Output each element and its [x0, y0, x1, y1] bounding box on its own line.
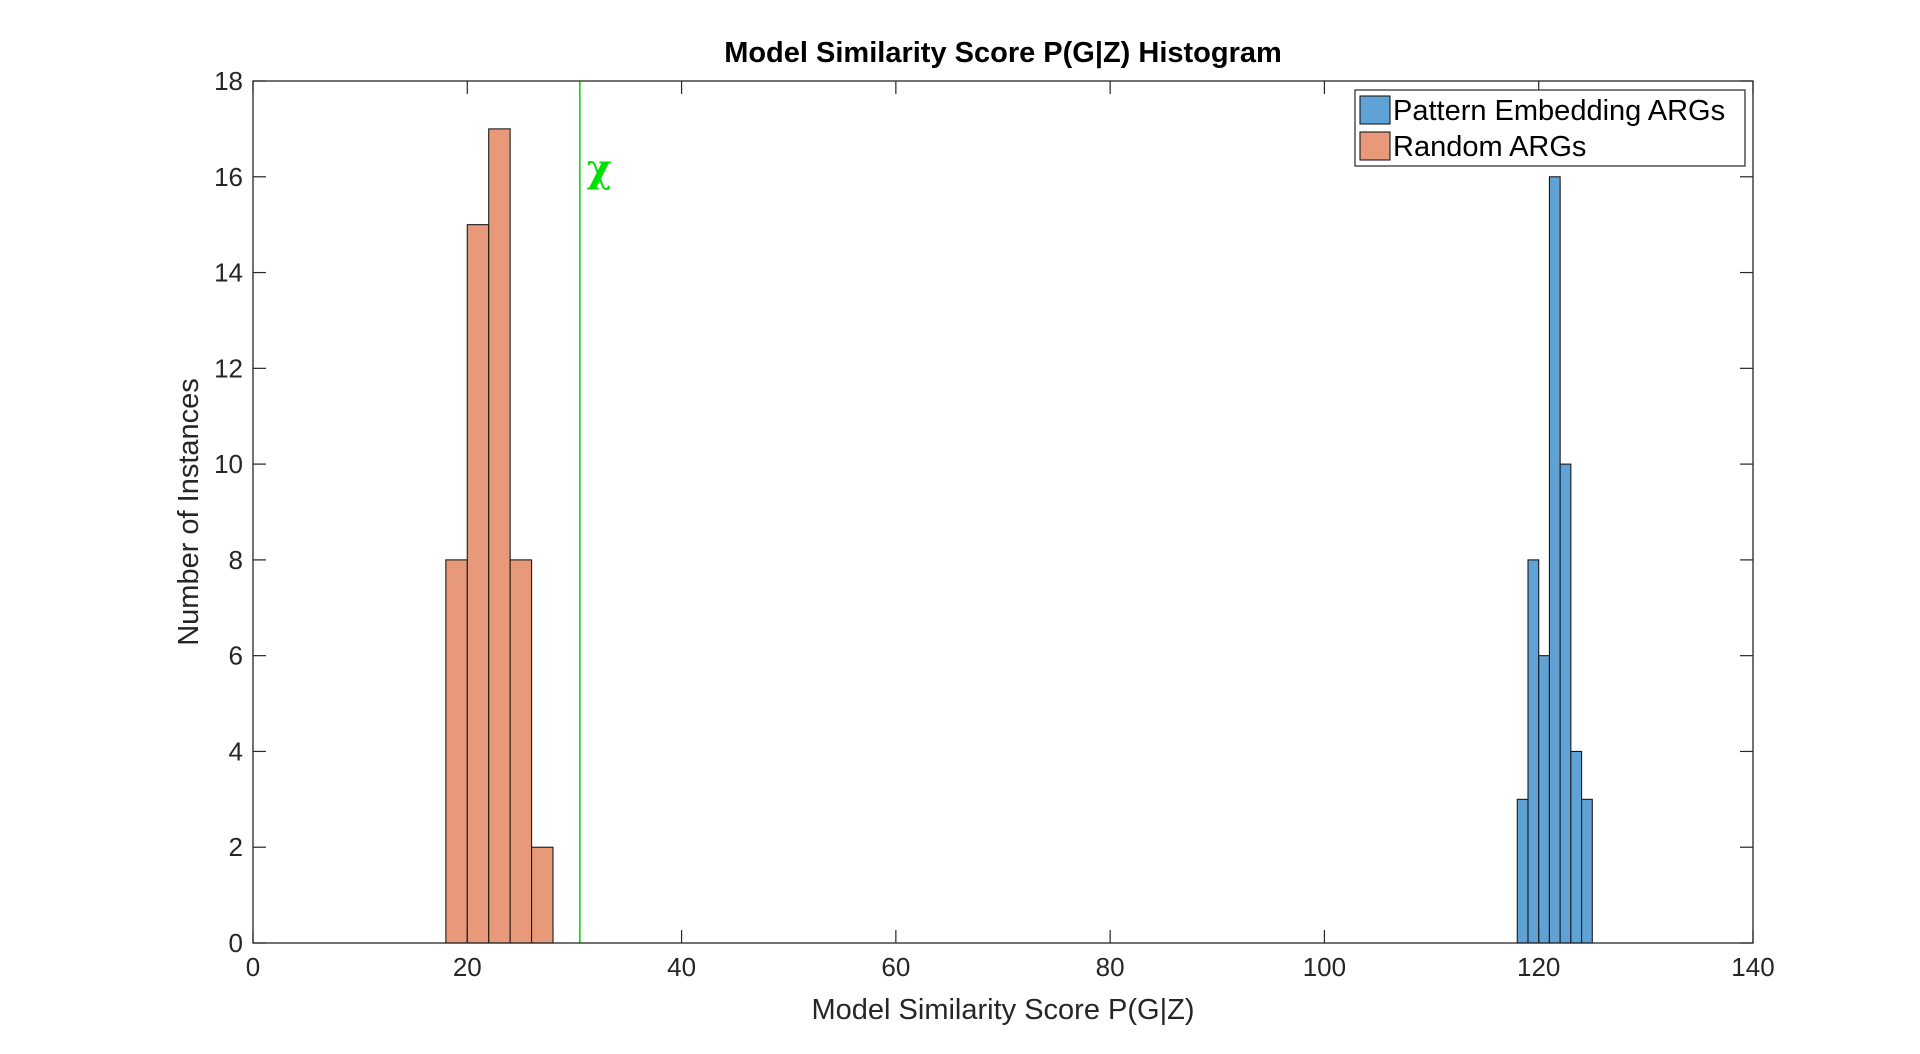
bar-pattern-1	[1527, 559, 1540, 944]
x-tick-label: 0	[246, 952, 260, 982]
bar-pattern-3	[1548, 176, 1561, 944]
y-tick-label: 0	[229, 928, 243, 958]
bar-random-0	[445, 559, 468, 944]
y-tick-label: 18	[214, 66, 243, 96]
legend-swatch-random	[1359, 131, 1391, 161]
bar-random-4	[531, 846, 554, 944]
y-tick-label: 16	[214, 162, 243, 192]
x-tick-label: 20	[453, 952, 482, 982]
bars-layer	[445, 128, 1593, 944]
x-tick-label: 100	[1303, 952, 1346, 982]
legend-swatch-pattern	[1359, 95, 1391, 125]
y-tick-label: 12	[214, 353, 243, 383]
x-tick-label: 140	[1731, 952, 1774, 982]
bar-pattern-5	[1570, 750, 1583, 944]
legend-box	[1354, 89, 1746, 167]
y-tick-label: 6	[229, 641, 243, 671]
bar-pattern-2	[1538, 655, 1550, 944]
x-tick-label: 60	[881, 952, 910, 982]
x-tick-label: 80	[1096, 952, 1125, 982]
y-tick-label: 10	[214, 449, 243, 479]
bar-random-2	[488, 128, 511, 944]
x-axis-label: Model Similarity Score P(G|Z)	[812, 994, 1195, 1026]
annotation-layer: χ	[578, 81, 612, 943]
bar-pattern-6	[1581, 798, 1593, 944]
legend: Pattern Embedding ARGs Random ARGs	[1354, 89, 1746, 167]
y-tick-label: 2	[229, 832, 243, 862]
x-tick-label: 40	[667, 952, 696, 982]
ticks-layer: 0 20 40 60 80 100 120 140 0 2 4 6 8 10 12 14 16 18	[214, 66, 1775, 982]
bar-random-1	[466, 224, 490, 944]
chart-title: Model Similarity Score P(G|Z) Histogram	[724, 37, 1282, 69]
bar-random-3	[509, 559, 533, 944]
bar-pattern-0	[1516, 798, 1529, 944]
y-tick-label: 4	[229, 736, 243, 766]
x-tick-label: 120	[1517, 952, 1560, 982]
threshold-annotation: χ	[587, 145, 612, 190]
bar-pattern-4	[1559, 463, 1572, 944]
legend-label-pattern: Pattern Embedding ARGs	[1393, 95, 1725, 127]
plot-area-frame	[252, 80, 1754, 944]
legend-label-random: Random ARGs	[1393, 131, 1586, 163]
y-tick-label: 8	[229, 545, 243, 575]
y-tick-label: 14	[214, 258, 243, 288]
y-axis-label: Number of Instances	[173, 378, 205, 646]
